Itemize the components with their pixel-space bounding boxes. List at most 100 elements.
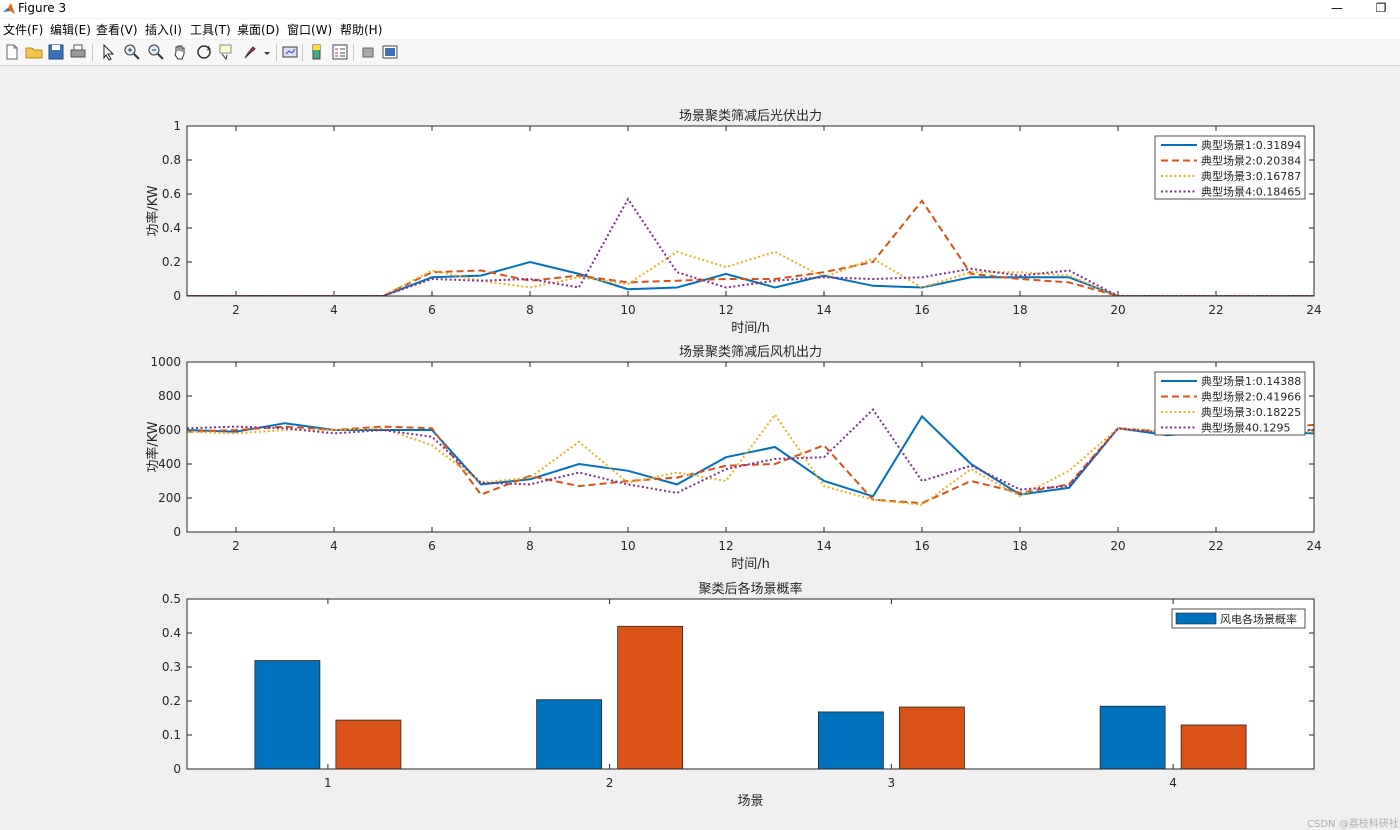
y-tick-label: 600 [158,423,181,437]
axes-frame [186,598,1315,770]
y-tick-label: 800 [158,389,181,403]
bar-series2-scenario1 [335,719,402,770]
zoom-in-icon[interactable] [122,42,142,62]
x-tick-label: 14 [816,303,831,317]
toolbar-separator [276,44,277,61]
y-tick-label: 0.1 [162,728,181,742]
y-tick-label: 0 [173,762,181,776]
save-icon[interactable] [46,42,66,62]
y-tick-label: 400 [158,457,181,471]
axes-title: 场景聚类筛减后风机出力 [679,345,822,360]
x-tick-label: 3 [888,776,896,790]
legend-label: 典型场景4:0.18465 [1201,185,1301,199]
x-tick-label: 2 [232,303,240,317]
restore-button[interactable]: ❐ [1375,1,1387,15]
menu-insert[interactable]: 插入(I) [145,23,182,37]
open-file-icon[interactable] [24,42,44,62]
x-tick-label: 1 [324,776,332,790]
y-tick-label: 0.4 [162,221,181,235]
x-tick-label: 20 [1110,539,1125,553]
menu-desktop[interactable]: 桌面(D) [237,23,280,37]
y-tick-label: 0.4 [162,626,181,640]
y-axis-label: 功率/KW [145,185,161,236]
axes-background [187,126,1314,296]
y-tick-label: 0.8 [162,153,181,167]
axes-background [187,362,1314,532]
print-icon[interactable] [68,42,88,62]
x-tick-label: 4 [330,539,338,553]
brush-icon[interactable] [240,42,260,62]
watermark-text: CSDN @荔枝科研社 [1307,819,1399,830]
legend-label: 典型场景3:0.18225 [1201,405,1301,419]
minimize-button[interactable]: — [1331,1,1343,15]
legend-label: 典型场景3:0.16787 [1201,169,1301,183]
figure-canvas: 0 0.2 0.4 0.6 0.8 1 2 4 6 8 10 12 14 16 18 20 22 24 场景聚类筛减… [0,66,1400,830]
x-tick-label: 8 [526,539,534,553]
legend-icon[interactable] [330,42,350,62]
x-tick-label: 22 [1208,539,1223,553]
bar-series1-scenario4 [1099,705,1166,770]
legend-label: 风电各场景概率 [1220,612,1297,626]
x-tick-label: 12 [718,303,733,317]
menu-help[interactable]: 帮助(H) [340,23,383,37]
axes-frame [186,361,1315,533]
bar-series1-scenario2 [536,699,603,770]
x-tick-label: 16 [914,539,929,553]
x-tick-label: 4 [1169,776,1177,790]
data-cursor-icon[interactable] [216,42,236,62]
legend-label: 典型场景1:0.14388 [1201,374,1301,388]
hide-plot-tools-icon[interactable] [358,42,378,62]
window-titlebar: Figure 3 — ❐ [0,0,1400,18]
toolbar-separator [302,44,303,61]
select-arrow-icon[interactable] [98,42,118,62]
bar-series2-scenario4 [1180,724,1247,770]
x-tick-label: 2 [232,539,240,553]
x-axis-label: 场景 [737,794,763,809]
menu-view[interactable]: 查看(V) [96,23,138,37]
menu-window[interactable]: 窗口(W) [287,23,333,37]
y-axis-label: 功率/KW [145,421,161,472]
legend-box [1154,371,1306,436]
axes-frame [186,125,1315,297]
x-tick-label: 8 [526,303,534,317]
pan-hand-icon[interactable] [170,42,190,62]
y-tick-label: 0 [173,525,181,539]
menu-file[interactable]: 文件(F) [3,23,44,37]
brush-dropdown-icon[interactable] [262,42,272,62]
colorbar-icon[interactable] [307,42,327,62]
link-plot-icon[interactable] [280,42,300,62]
zoom-out-icon[interactable] [146,42,166,62]
toolbar-separator [92,44,93,61]
legend-label: 典型场景2:0.41966 [1201,390,1301,404]
window-title: Figure 3 [18,1,67,15]
axes-title: 场景聚类筛减后光伏出力 [679,109,822,124]
x-tick-label: 4 [330,303,338,317]
y-tick-label: 0 [173,289,181,303]
legend-label: 典型场景1:0.31894 [1201,138,1301,152]
y-tick-label: 1000 [150,355,181,369]
y-tick-label: 0.5 [162,592,181,606]
rotate-3d-icon[interactable] [194,42,214,62]
legend-label: 典型场景2:0.20384 [1201,154,1301,168]
x-tick-label: 20 [1110,303,1125,317]
toolbar-separator [353,44,354,61]
x-tick-label: 24 [1306,303,1321,317]
y-tick-label: 1 [173,119,181,133]
bar-series1-scenario1 [254,660,321,770]
bar-series2-scenario3 [898,706,965,770]
x-tick-label: 6 [428,303,436,317]
menu-edit[interactable]: 编辑(E) [50,23,91,37]
x-tick-label: 12 [718,539,733,553]
x-tick-label: 14 [816,539,831,553]
bar-series2-scenario2 [617,625,684,770]
show-plot-tools-icon[interactable] [380,42,400,62]
figure-plots[interactable]: 00.20.40.60.812 4 6 8 10 12 14 16 18 20 22 24场景聚类筛减… [0,66,1400,830]
y-tick-label: 200 [158,491,181,505]
legend-swatch [1175,612,1217,625]
menu-tools[interactable]: 工具(T) [190,23,231,37]
x-tick-label: 2 [606,776,614,790]
new-figure-icon[interactable] [2,42,22,62]
y-tick-label: 0.6 [162,187,181,201]
x-tick-label: 24 [1306,539,1321,553]
axes-title: 聚类后各场景概率 [698,581,802,597]
